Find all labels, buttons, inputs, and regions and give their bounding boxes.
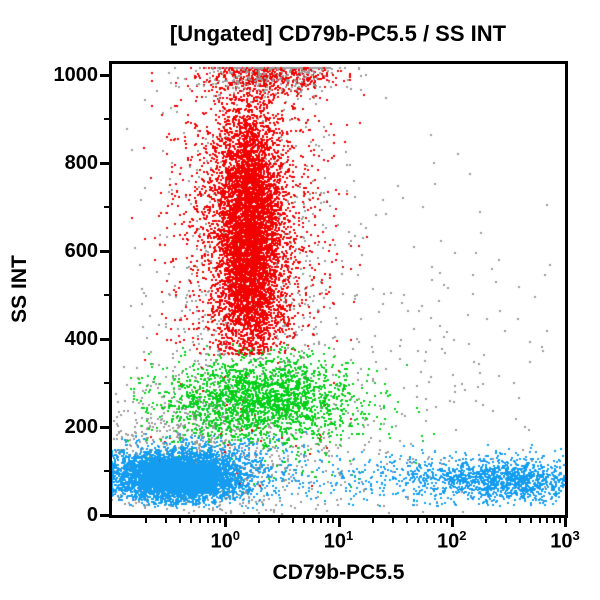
y-tick-label: 200 (64, 416, 98, 438)
x-minor-tick (553, 518, 556, 523)
x-major-tick (450, 518, 454, 527)
y-tick-label: 400 (64, 328, 98, 350)
y-axis-label: SS INT (8, 255, 31, 323)
x-minor-tick (258, 518, 261, 523)
x-major-tick (564, 518, 567, 527)
x-minor-tick (145, 518, 148, 523)
y-tick-label: 1000 (53, 64, 99, 86)
y-major-tick (100, 162, 109, 165)
x-minor-tick (199, 518, 202, 523)
x-minor-tick (303, 518, 306, 523)
x-minor-tick (312, 518, 315, 523)
x-minor-tick (504, 518, 507, 523)
x-minor-tick (179, 518, 182, 523)
y-major-tick (100, 74, 109, 77)
x-minor-tick (518, 518, 521, 523)
x-minor-tick (538, 518, 541, 523)
y-minor-tick (104, 294, 109, 296)
x-minor-tick (529, 518, 532, 523)
y-tick-label: 800 (64, 152, 98, 174)
x-minor-tick (391, 518, 394, 523)
x-minor-tick (439, 518, 442, 523)
x-minor-tick (371, 518, 374, 523)
x-minor-tick (433, 518, 436, 523)
x-minor-tick (416, 518, 419, 523)
x-minor-tick (319, 518, 322, 523)
y-major-tick (100, 426, 109, 429)
x-minor-tick (213, 518, 216, 523)
x-tick-label: 101 (323, 528, 354, 553)
y-tick-label: 600 (64, 240, 98, 262)
x-tick-label: 103 (550, 528, 580, 553)
y-major-tick (100, 338, 109, 341)
y-major-tick (100, 514, 109, 517)
x-minor-tick (546, 518, 549, 523)
plot-title: [Ungated] CD79b-PC5.5 / SS INT (169, 21, 507, 46)
x-minor-tick (292, 518, 295, 523)
x-axis-label: CD79b-PC5.5 (272, 561, 405, 584)
x-minor-tick (326, 518, 329, 523)
x-minor-tick (484, 518, 487, 523)
x-minor-tick (445, 518, 448, 523)
y-tick-label: 0 (86, 504, 98, 526)
x-minor-tick (278, 518, 281, 523)
x-tick-label: 100 (210, 528, 240, 553)
x-minor-tick (558, 518, 561, 523)
y-major-tick (100, 250, 109, 253)
x-minor-tick (405, 518, 408, 523)
scatter-canvas[interactable] (112, 64, 565, 515)
x-minor-tick (332, 518, 335, 523)
x-minor-tick (219, 518, 222, 523)
x-major-tick (224, 518, 228, 527)
y-minor-tick (104, 382, 109, 384)
y-minor-tick (104, 118, 109, 120)
x-minor-tick (165, 518, 168, 523)
x-minor-tick (190, 518, 193, 523)
x-major-tick (337, 518, 341, 527)
x-tick-label: 102 (437, 528, 467, 553)
x-minor-tick (206, 518, 209, 523)
x-minor-tick (425, 518, 428, 523)
y-minor-tick (104, 206, 109, 208)
y-minor-tick (104, 470, 109, 472)
